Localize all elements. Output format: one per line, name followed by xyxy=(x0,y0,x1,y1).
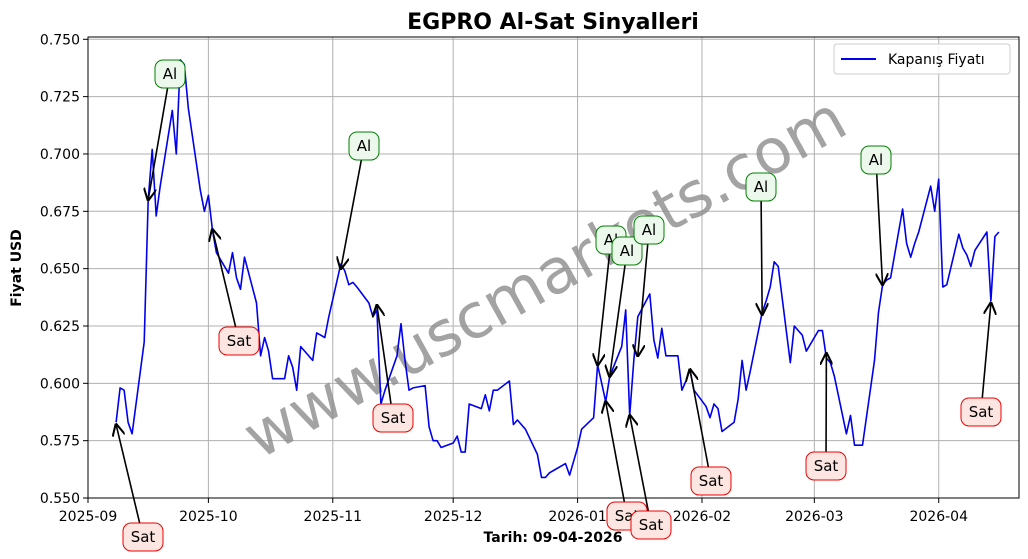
sell-signal-label: Sat xyxy=(814,457,839,475)
y-tick-label: 0.675 xyxy=(40,204,80,220)
y-tick-label: 0.650 xyxy=(40,262,80,278)
y-tick-label: 0.625 xyxy=(40,319,80,335)
sell-signal-label: Sat xyxy=(227,332,252,350)
x-axis-ticks: 2025-09 2025-10 2025-11 2025-12 2026-01 2026-… xyxy=(59,498,968,525)
buy-signal-label: Al xyxy=(163,65,177,83)
signal-arrow xyxy=(610,265,625,377)
signal-arrow xyxy=(116,425,140,524)
x-tick-label: 2026-01 xyxy=(548,509,607,525)
y-tick-label: 0.700 xyxy=(40,147,80,163)
sell-signal-label: Sat xyxy=(639,516,664,534)
signal-arrow xyxy=(212,230,235,328)
x-tick-label: 2026-02 xyxy=(673,509,732,525)
sell-signal-label: Sat xyxy=(969,403,994,421)
legend-label: Kapanış Fiyatı xyxy=(888,52,985,68)
signal-arrow xyxy=(877,174,883,285)
sell-signal-label: Sat xyxy=(381,409,406,427)
legend: Kapanış Fiyatı xyxy=(834,44,1010,74)
x-tick-label: 2026-03 xyxy=(785,509,844,525)
chart-title: EGPRO Al-Sat Sinyalleri xyxy=(407,10,699,35)
signal-arrow xyxy=(630,415,649,511)
watermark-layer: www.uscmarkets.com xyxy=(231,81,858,473)
y-tick-label: 0.725 xyxy=(40,90,80,106)
x-tick-label: 2025-11 xyxy=(304,509,363,525)
y-tick-label: 0.575 xyxy=(40,434,80,450)
x-tick-label: 2025-10 xyxy=(179,509,238,525)
buy-signal-label: Al xyxy=(357,137,371,155)
y-axis-label: Fiyat USD xyxy=(9,229,25,307)
x-tick-label: 2025-12 xyxy=(424,509,483,525)
signal-arrow xyxy=(690,370,708,468)
buy-signal-label: Al xyxy=(642,221,656,239)
sell-signal-label: Sat xyxy=(131,528,156,546)
y-tick-label: 0.550 xyxy=(40,491,80,507)
y-axis-ticks: 0.550 0.575 0.600 0.625 0.650 0.675 0.700 0.725… xyxy=(40,32,88,507)
x-tick-label: 2025-09 xyxy=(59,509,118,525)
watermark: www.uscmarkets.com xyxy=(231,81,858,473)
signal-arrow xyxy=(148,88,167,200)
buy-signal-label: Al xyxy=(754,178,768,196)
y-tick-label: 0.750 xyxy=(40,32,80,48)
signal-arrow xyxy=(341,160,362,269)
signal-arrow xyxy=(606,402,625,503)
y-tick-label: 0.600 xyxy=(40,376,80,392)
buy-signal-label: Al xyxy=(869,151,883,169)
signal-arrow xyxy=(761,201,762,315)
buy-signal-label: Al xyxy=(620,242,634,260)
x-tick-label: 2026-04 xyxy=(909,509,968,525)
x-axis-label: Tarih: 09-04-2026 xyxy=(484,530,623,546)
sell-signal-label: Sat xyxy=(699,472,724,490)
